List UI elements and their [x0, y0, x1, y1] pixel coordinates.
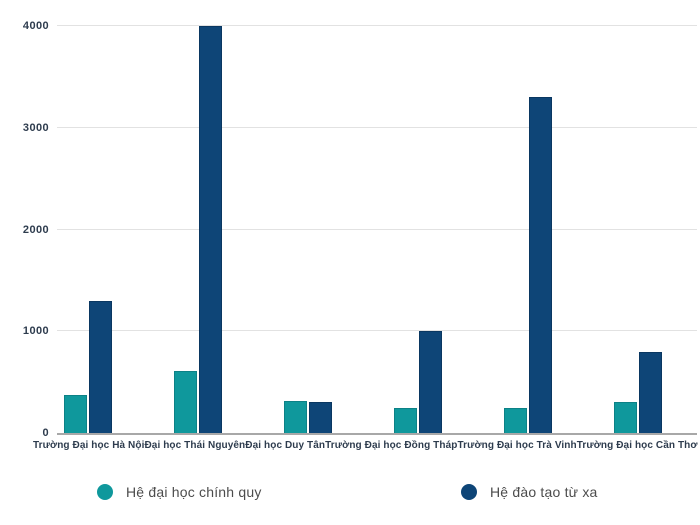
bar[interactable] — [614, 402, 637, 433]
bar[interactable] — [199, 26, 222, 433]
legend-label: Hệ đại học chính quy — [126, 483, 262, 500]
gridline — [57, 25, 697, 26]
bar-group — [363, 26, 473, 433]
category-label: Đại học Duy Tân — [245, 440, 326, 451]
y-tick-label: 2000 — [22, 223, 49, 236]
category-label: Trường Đại học Cần Thơ — [576, 440, 698, 451]
legend-item[interactable]: Hệ đào tạo từ xa — [461, 483, 598, 500]
legend-label: Hệ đào tạo từ xa — [490, 483, 598, 500]
bar-group — [33, 26, 143, 433]
category-label: Đại học Thái Nguyên — [144, 440, 246, 451]
bar[interactable] — [309, 402, 332, 433]
legend-item[interactable]: Hệ đại học chính quy — [97, 483, 262, 500]
bar[interactable] — [419, 331, 442, 433]
bar[interactable] — [639, 351, 662, 433]
y-tick-label: 1000 — [22, 325, 49, 338]
bar-group — [253, 26, 363, 433]
bar-group — [143, 26, 253, 433]
bar[interactable] — [89, 300, 112, 433]
y-tick-label: 0 — [42, 427, 49, 439]
plot-area: 0 1000 2000 3000 4000 — [23, 20, 697, 439]
bar[interactable] — [284, 401, 307, 433]
x-axis-labels: Trường Đại học Hà Nội Đại học Thái Nguyên… — [33, 440, 698, 451]
gridline — [57, 126, 697, 128]
legend-dot-icon — [461, 483, 477, 500]
bar[interactable] — [394, 407, 417, 433]
gridline — [57, 228, 697, 230]
bar[interactable] — [174, 370, 197, 433]
bar-group — [473, 26, 583, 433]
y-tick-label: 3000 — [22, 121, 49, 134]
bar[interactable] — [529, 97, 552, 433]
category-label: Trường Đại học Đồng Tháp — [325, 440, 458, 451]
y-tick-label: 4000 — [22, 20, 49, 32]
bar-group — [583, 26, 693, 433]
bar[interactable] — [64, 395, 87, 433]
gridline — [57, 330, 697, 332]
legend-dot-icon — [97, 483, 113, 500]
bar-groups — [33, 26, 693, 433]
category-label: Trường Đại học Trà Vinh — [457, 440, 577, 451]
bar[interactable] — [504, 407, 527, 433]
category-label: Trường Đại học Hà Nội — [33, 440, 145, 451]
